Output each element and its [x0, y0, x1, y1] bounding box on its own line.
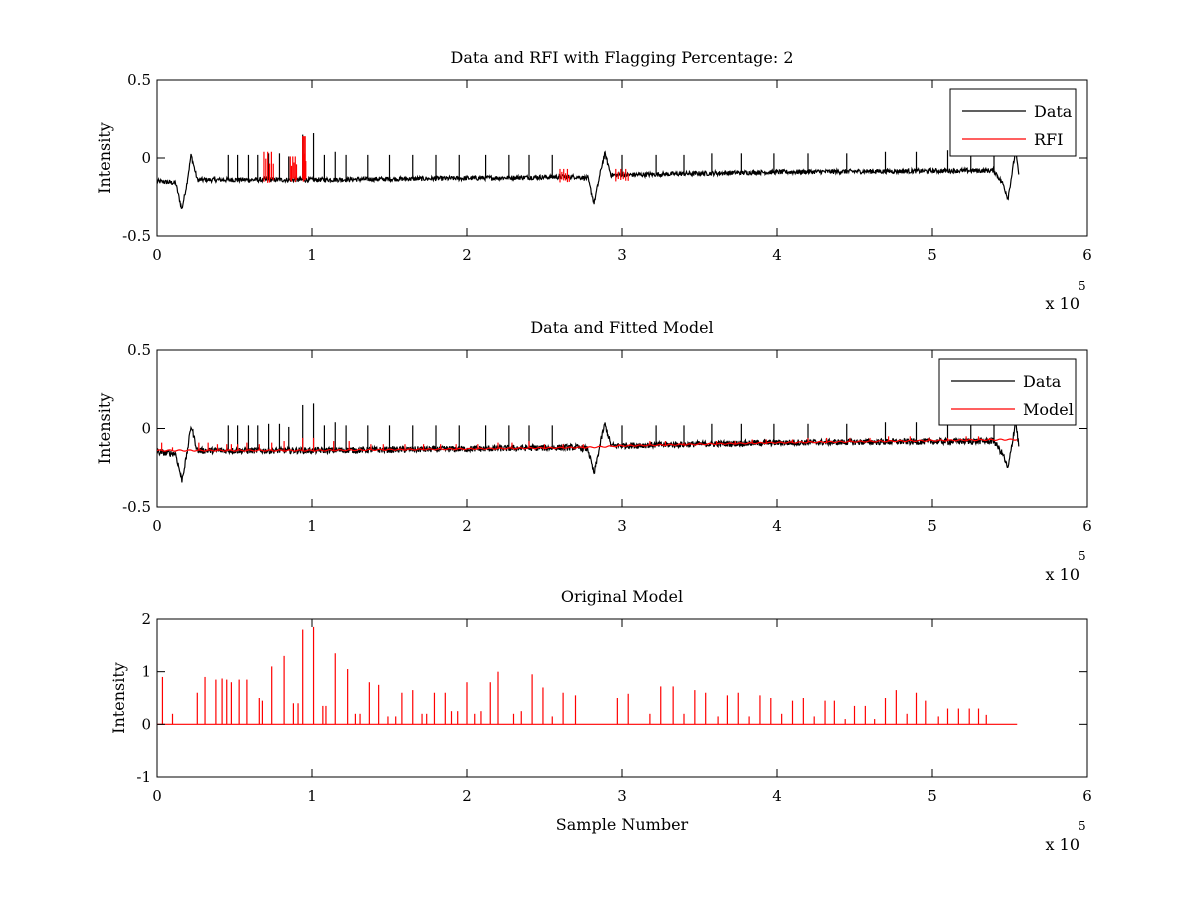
x-tick-label: 2: [462, 246, 472, 264]
x-tick-label: 0: [152, 517, 162, 535]
y-tick-label: 0: [141, 715, 151, 733]
legend-label-model: Model: [1023, 400, 1074, 419]
x-axis-multiplier: x 10: [1046, 565, 1080, 584]
x-tick-label: 5: [927, 246, 937, 264]
legend: Data Model: [938, 358, 1077, 426]
x-tick-label: 3: [617, 246, 627, 264]
y-tick-label: 2: [141, 610, 151, 628]
x-axis-label: Sample Number: [556, 815, 689, 834]
legend-box: [949, 88, 1077, 157]
chart-title: Data and RFI with Flagging Percentage: 2: [450, 48, 793, 67]
chart-title: Data and Fitted Model: [530, 318, 713, 337]
plot-area: [157, 626, 1018, 725]
x-tick-label: 1: [307, 517, 317, 535]
x-tick-label: 1: [307, 787, 317, 805]
plot-area: [157, 133, 1020, 210]
x-tick-label: 6: [1082, 246, 1092, 264]
x-tick-label: 3: [617, 517, 627, 535]
x-axis-multiplier: x 10: [1046, 835, 1080, 854]
legend-label-data: Data: [1034, 102, 1073, 121]
x-axis-multiplier-exponent: 5: [1078, 549, 1086, 563]
legend-label-rfi: RFI: [1034, 130, 1063, 149]
plot-area: [157, 403, 1020, 483]
series-data-line: [157, 150, 1020, 210]
x-tick-label: 4: [772, 787, 782, 805]
legend-box: [938, 358, 1077, 426]
x-tick-label: 4: [772, 246, 782, 264]
legend-label-data: Data: [1023, 372, 1062, 391]
axes-box: [156, 618, 1088, 778]
y-tick-label: 0: [141, 149, 151, 167]
x-tick-label: 1: [307, 246, 317, 264]
y-tick-label: 0: [141, 420, 151, 438]
x-tick-label: 5: [927, 517, 937, 535]
x-tick-label: 6: [1082, 517, 1092, 535]
y-tick-label: -0.5: [122, 498, 151, 516]
x-tick-label: 3: [617, 787, 627, 805]
y-tick-label: 1: [141, 663, 151, 681]
series-data-line: [157, 421, 1020, 483]
y-tick-label: -0.5: [122, 227, 151, 245]
x-tick-label: 6: [1082, 787, 1092, 805]
x-axis-multiplier: x 10: [1046, 294, 1080, 313]
x-tick-label: 5: [927, 787, 937, 805]
x-axis-multiplier-exponent: 5: [1078, 819, 1086, 833]
x-tick-label: 0: [152, 787, 162, 805]
x-tick-label: 2: [462, 517, 472, 535]
y-tick-label: 0.5: [127, 71, 151, 89]
x-tick-label: 0: [152, 246, 162, 264]
y-axis-label: Intensity: [109, 662, 128, 734]
x-axis-multiplier-exponent: 5: [1078, 279, 1086, 293]
x-tick-label: 2: [462, 787, 472, 805]
x-tick-label: 4: [772, 517, 782, 535]
series-model-line: [157, 438, 1018, 452]
chart-title: Original Model: [561, 587, 683, 606]
y-axis-label: Intensity: [95, 122, 114, 194]
y-tick-label: -1: [136, 768, 151, 786]
legend: Data RFI: [949, 88, 1077, 157]
y-tick-label: 0.5: [127, 341, 151, 359]
y-axis-label: Intensity: [95, 393, 114, 465]
